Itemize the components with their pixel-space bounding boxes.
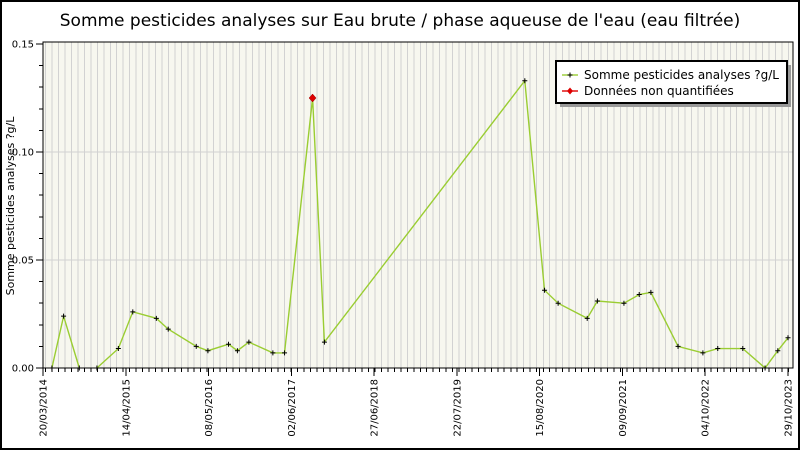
y-tick-label: 0.15 xyxy=(12,40,34,51)
y-tick-label: 0.10 xyxy=(12,148,34,159)
data-point-plus xyxy=(648,289,654,295)
x-tick-label: 04/10/2022 xyxy=(701,379,712,437)
data-point-plus xyxy=(740,346,746,352)
data-point-plus xyxy=(205,348,211,354)
legend-diamond-marker xyxy=(567,87,573,95)
data-point-plus xyxy=(584,315,590,321)
legend-plus-marker xyxy=(567,72,573,78)
x-tick-label: 09/09/2021 xyxy=(618,379,629,437)
data-point-plus xyxy=(282,350,288,356)
data-point-plus xyxy=(193,343,199,349)
y-tick-labels: 0.00 0.05 0.10 0.15 xyxy=(12,40,34,375)
x-tick-label: 29/10/2023 xyxy=(784,379,795,437)
y-tick-label: 0.05 xyxy=(12,256,34,267)
y-tick-label: 0.00 xyxy=(12,364,34,375)
data-point-plus xyxy=(226,341,232,347)
series-lines-and-markers xyxy=(49,78,791,371)
data-point-plus xyxy=(153,315,159,321)
x-tick-label: 15/08/2020 xyxy=(535,379,546,437)
data-point-plus xyxy=(785,335,791,341)
legend-box xyxy=(555,60,788,104)
data-point-plus xyxy=(234,348,240,354)
data-point-plus xyxy=(130,309,136,315)
plot-frame-and-ticks xyxy=(36,41,794,376)
data-point-plus xyxy=(715,346,721,352)
data-point-plus xyxy=(165,326,171,332)
x-tick-labels: 20/03/2014 14/04/2015 08/05/2016 02/06/2017… xyxy=(39,379,795,437)
x-tick-label: 27/06/2018 xyxy=(370,379,381,437)
data-point-plus xyxy=(594,298,600,304)
data-point-plus xyxy=(555,300,561,306)
data-point-plus xyxy=(246,339,252,345)
data-point-plus xyxy=(542,287,548,293)
data-point-plus xyxy=(621,300,627,306)
y-axis-label-text: Somme pesticides analyses ?g/L xyxy=(4,116,17,296)
data-point-plus xyxy=(522,78,528,84)
data-point-plus xyxy=(675,343,681,349)
x-tick-label: 02/06/2017 xyxy=(287,379,298,437)
data-point-plus xyxy=(775,348,781,354)
legend-entry-label: Somme pesticides analyses ?g/L xyxy=(584,68,779,82)
non-quantified-diamond xyxy=(308,93,317,103)
x-tick-label: 14/04/2015 xyxy=(121,379,132,437)
y-axis-label: Somme pesticides analyses ?g/L xyxy=(4,116,17,296)
legend-entry-label: Données non quantifiées xyxy=(584,84,734,98)
legend: Somme pesticides analyses ?g/L Données no… xyxy=(555,60,791,107)
data-point-plus xyxy=(700,350,706,356)
x-tick-label: 08/05/2016 xyxy=(204,379,215,437)
data-point-plus xyxy=(270,350,276,356)
x-tick-label: 22/07/2019 xyxy=(452,379,463,437)
plot-frame xyxy=(42,41,794,369)
chart-title: Somme pesticides analyses sur Eau brute … xyxy=(60,11,741,31)
data-point-plus xyxy=(61,313,67,319)
data-point-plus xyxy=(115,346,121,352)
x-tick-label: 20/03/2014 xyxy=(39,379,50,437)
data-point-plus xyxy=(636,292,642,298)
data-point-plus xyxy=(321,339,327,345)
